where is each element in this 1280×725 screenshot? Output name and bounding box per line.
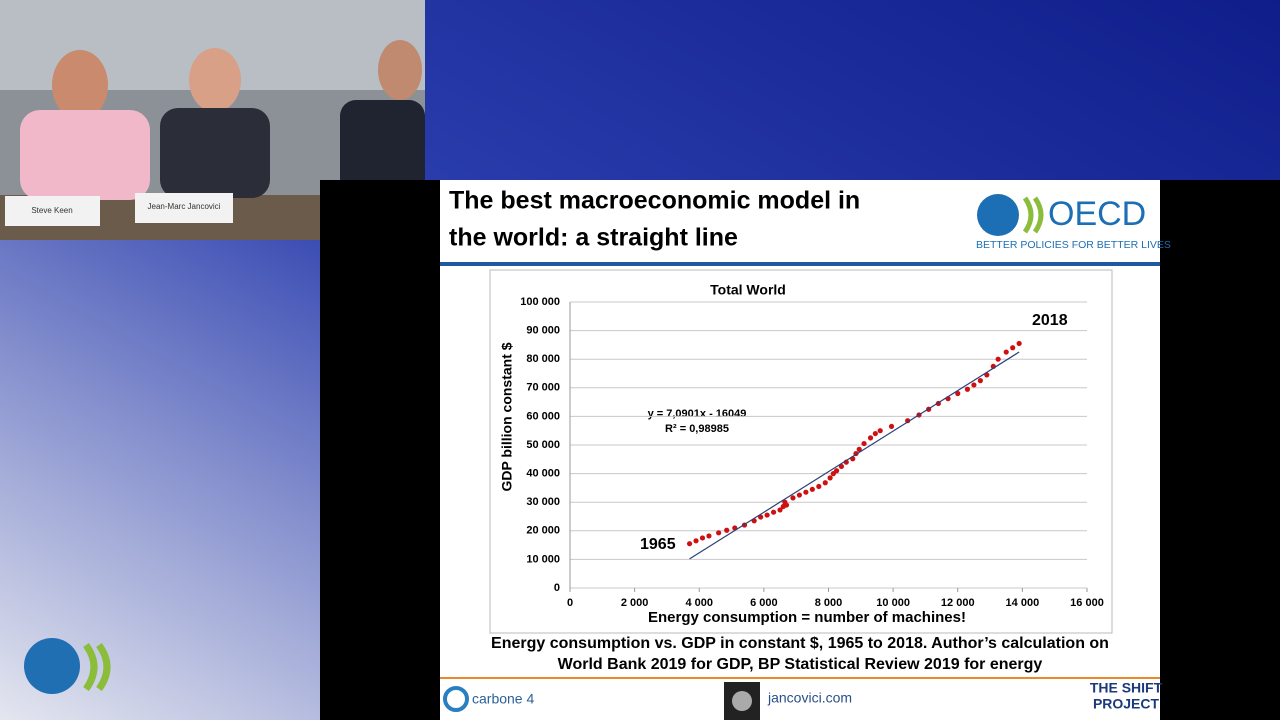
data-point [803,489,809,495]
data-point [777,507,783,513]
footer-brand: carbone 4 [472,691,534,707]
r-squared: R² = 0,98985 [665,423,729,435]
data-point [888,423,895,430]
moon [732,691,752,711]
y-tick-label: 20 000 [526,525,560,537]
data-point [877,428,883,434]
y-tick-label: 60 000 [526,410,560,422]
trend-line [689,351,1020,560]
data-point [699,535,706,541]
chart-title: Total World [710,282,786,298]
data-point [764,512,770,518]
x-tick-label: 4 000 [685,597,713,609]
person [52,50,108,120]
slide-title: The best macroeconomic model in [449,187,860,215]
data-point [809,486,815,492]
data-point [790,495,796,501]
data-point [770,509,777,515]
y-tick-label: 0 [554,582,560,594]
data-point [822,480,828,486]
person [189,48,241,112]
data-point [1016,340,1022,347]
name-card [5,196,100,226]
y-tick-label: 100 000 [520,296,560,308]
data-point [955,390,961,397]
y-tick-label: 70 000 [526,382,560,394]
x-tick-label: 10 000 [876,597,910,609]
header-rule [440,262,1160,266]
caption: World Bank 2019 for GDP, BP Statistical … [558,656,1043,673]
x-tick-label: 6 000 [750,597,778,609]
y-tick-label: 10 000 [526,553,560,565]
person [378,40,422,100]
end-label: 2018 [1032,312,1068,329]
data-point [872,430,878,437]
chart-panel [489,269,1113,634]
x-tick-label: 14 000 [1006,597,1040,609]
x-axis-label: Energy consumption = number of machines! [648,609,966,626]
x-tick-label: 0 [567,597,573,609]
oecd-tagline: BETTER POLICIES FOR BETTER LIVES [976,239,1171,251]
carbone-logo [443,686,469,712]
shift-logo: PROJECT [1093,696,1160,712]
data-point [1010,345,1016,351]
x-tick-label: 12 000 [941,597,975,609]
x-tick-label: 2 000 [621,597,649,609]
data-point [838,463,845,470]
data-point [1003,349,1009,355]
data-point [971,382,977,388]
data-point [905,418,911,424]
data-point [995,356,1001,362]
plot: 0 10 000 20 000 30 000 40 000 50 000 60 000 70 … [520,296,1104,609]
person [160,108,270,198]
data-point [977,378,983,384]
y-tick-label: 40 000 [526,468,560,480]
equation: y = 7,0901x - 16049 [648,408,747,420]
oecd-name: OECD [1048,195,1146,233]
data-point [816,483,822,490]
name-card-label: Jean-Marc Jancovici [148,202,221,211]
slide-title: the world: a straight line [449,224,738,252]
data-point [724,527,730,533]
data-point [867,435,874,441]
shift-logo: THE SHIFT [1090,680,1163,696]
y-axis-label: GDP billion constant $ [499,342,515,491]
data-point [861,440,867,447]
data-point [964,386,971,392]
data-point [706,533,712,539]
y-tick-label: 80 000 [526,353,560,365]
oecd-globe [977,194,1019,236]
x-tick-label: 8 000 [815,597,843,609]
person [340,100,425,200]
data-point [686,541,693,547]
data-point [827,475,833,481]
oecd-corner-globe [24,638,80,694]
caption: Energy consumption vs. GDP in constant $… [491,635,1109,652]
data-point [833,468,840,474]
y-tick-label: 50 000 [526,439,560,451]
person [20,110,150,200]
y-tick-label: 90 000 [526,325,560,337]
name-card [135,193,233,223]
oecd-mark [1022,196,1044,234]
data-point [856,446,862,452]
name-card-label: Steve Keen [31,206,72,215]
data-point [693,538,699,544]
data-point [783,502,790,508]
data-point [796,492,803,498]
y-tick-label: 30 000 [526,496,560,508]
oecd-corner-mark [83,642,111,692]
footer-rule [440,677,1160,679]
start-label: 1965 [640,536,676,553]
data-point [716,530,722,536]
footer-site: jancovici.com [767,690,852,706]
x-tick-label: 16 000 [1070,597,1104,609]
